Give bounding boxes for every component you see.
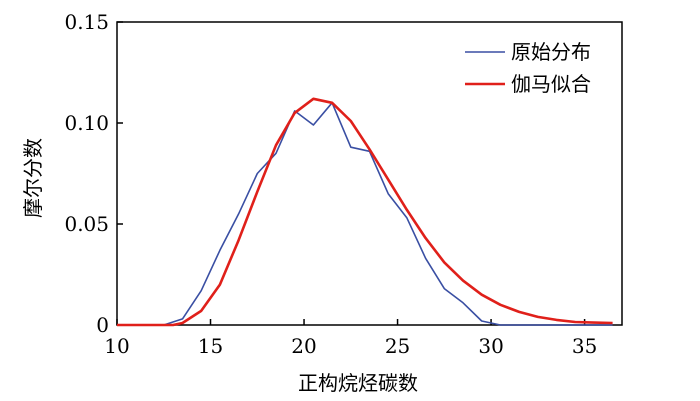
legend-label-original: 原始分布 [511, 40, 591, 64]
x-tick-label: 35 [572, 334, 597, 358]
y-tick-label: 0 [96, 313, 109, 337]
y-axis-title: 摩尔分数 [21, 138, 45, 218]
series-group [117, 97, 613, 327]
legend: 原始分布 伽马似合 [465, 40, 591, 96]
y-tick-label: 0.15 [64, 10, 109, 34]
y-tick-label: 0.05 [64, 212, 109, 236]
x-tick-label: 30 [478, 334, 503, 358]
x-tick-label: 20 [291, 334, 316, 358]
series-line-gamma [117, 97, 613, 327]
legend-label-gamma: 伽马似合 [511, 72, 591, 96]
x-axis-title: 正构烷烃碳数 [298, 371, 418, 395]
x-tick-label: 10 [104, 334, 129, 358]
plot-frame [116, 21, 623, 326]
series-line-original [117, 102, 613, 326]
axes: 10 15 20 25 30 35 0 0.05 0.10 0.15 [64, 10, 623, 358]
x-tick-label: 25 [385, 334, 410, 358]
y-tick-label: 0.10 [64, 111, 109, 135]
x-tick-label: 15 [198, 334, 223, 358]
